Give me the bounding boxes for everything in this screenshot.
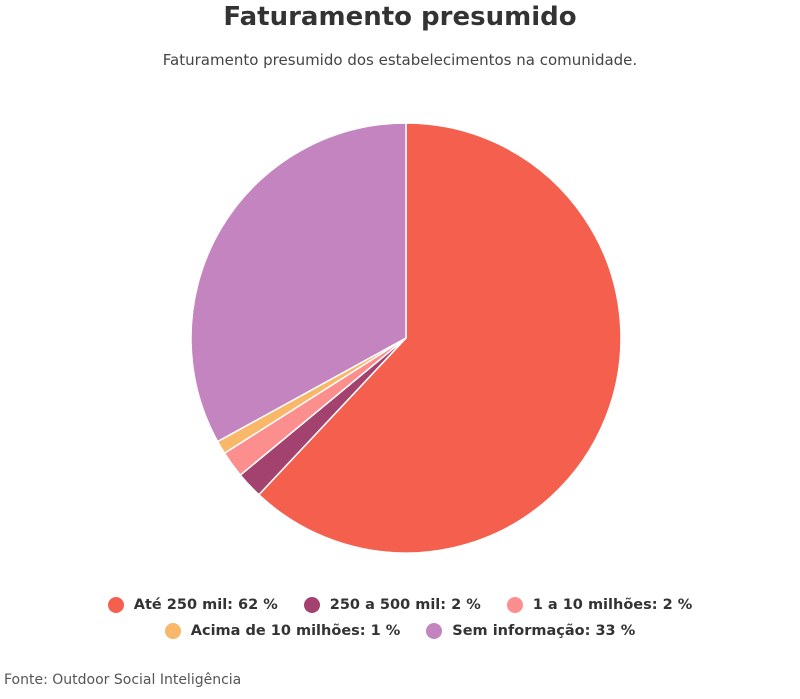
legend-value: 1 % [370,623,401,639]
legend-label: Acima de 10 milhões [190,623,360,639]
legend-dot-icon [107,597,124,613]
legend-label: 250 a 500 mil [329,597,441,613]
legend-separator: : [359,623,366,639]
legend-item-ate-250-mil[interactable]: Até 250 mil: 62 % [107,597,278,613]
pie-slice-sem-informacao[interactable] [190,122,407,443]
legend-item-acima-de-10-milhoes[interactable]: Acima de 10 milhões: 1 % [164,623,401,639]
legend-item-250-a-500-mil[interactable]: 250 a 500 mil: 2 % [303,597,481,613]
legend-item-1-a-10-milhoes[interactable]: 1 a 10 milhões: 2 % [506,597,693,613]
legend-dot-icon [426,623,443,639]
legend-dot-icon [164,623,181,639]
pie-slice-ate-250-mil[interactable] [258,122,622,554]
legend-label: 1 a 10 milhões [532,597,652,613]
chart-legend: Até 250 mil: 62 % 250 a 500 mil: 2 % 1 a… [0,592,800,644]
legend-dot-icon [303,597,320,613]
legend-separator: : [584,623,591,639]
legend-row-2: Acima de 10 milhões: 1 % Sem informação:… [0,618,800,644]
legend-separator: : [651,597,658,613]
legend-value: 62 % [237,597,278,613]
legend-separator: : [227,597,233,613]
legend-label: Sem informação [452,623,585,639]
chart-subtitle: Faturamento presumido dos estabeleciment… [162,51,638,69]
chart-title: Faturamento presumido [223,2,577,32]
legend-separator: : [440,597,447,613]
chart-source: Fonte: Outdoor Social Inteligência [4,672,242,688]
legend-label: Até 250 mil [133,597,228,613]
legend-value: 2 % [451,597,481,613]
legend-value: 33 % [595,623,636,639]
legend-dot-icon [506,597,523,613]
legend-row-1: Até 250 mil: 62 % 250 a 500 mil: 2 % 1 a… [0,592,800,618]
legend-value: 2 % [662,597,693,613]
legend-item-sem-informacao[interactable]: Sem informação: 33 % [426,623,635,639]
